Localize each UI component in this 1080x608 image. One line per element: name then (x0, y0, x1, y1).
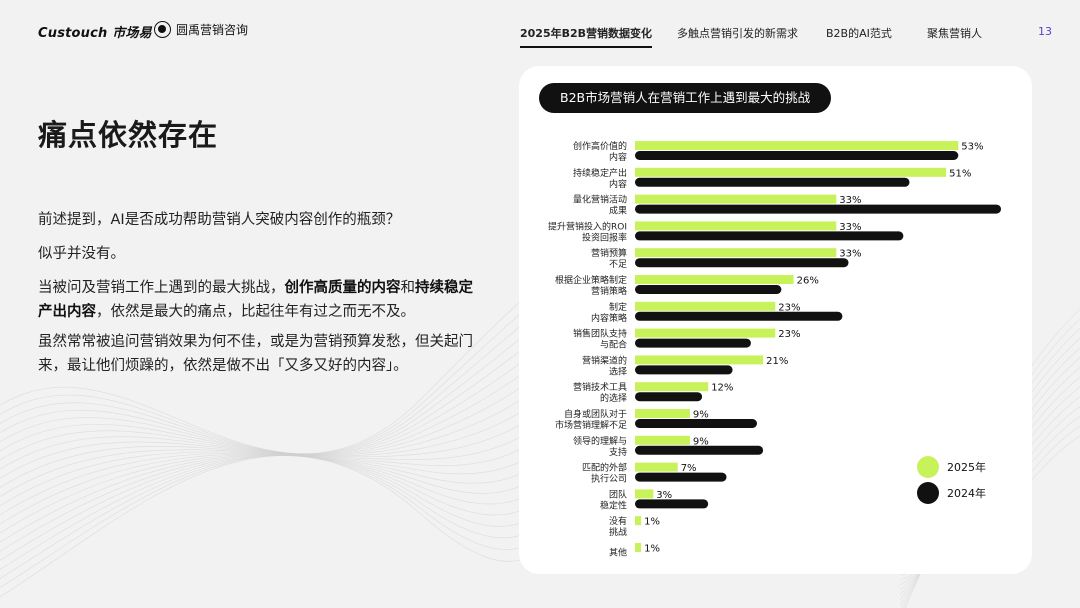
data-label-2025: 9% (693, 410, 709, 421)
category-label: 匹配的外部执行公司 (582, 462, 627, 485)
bar-2024 (635, 285, 782, 294)
paragraph-challenge-text-a: 当被问及营销工作上遇到的最大挑战， (38, 280, 285, 296)
bar-2024 (635, 445, 764, 455)
brand-logo: Custouch 市场易 (38, 26, 152, 41)
legend-item-2025: 2025年 (917, 454, 986, 480)
bar-2024 (635, 472, 727, 482)
legend-label-2024: 2024年 (947, 487, 986, 500)
category-label: 营销技术工具的选择 (573, 381, 627, 404)
category-label: 创作高价值的内容 (573, 140, 627, 163)
bar-2025 (635, 516, 642, 526)
bar-2025 (635, 355, 764, 365)
bar-2025 (635, 221, 837, 231)
legend-item-2024: 2024年 (917, 480, 986, 506)
data-label-2025: 33% (839, 222, 861, 233)
bar-2025 (635, 543, 642, 552)
chart-legend: 2025年 2024年 (917, 454, 986, 506)
bar-2025 (635, 435, 690, 445)
data-label-2025: 9% (693, 436, 709, 447)
bar-2025 (635, 462, 678, 472)
category-label: 营销预算不足 (591, 247, 627, 270)
tab-multi-touchpoint[interactable]: 多触点营销引发的新需求 (677, 27, 798, 40)
bar-2024 (635, 231, 904, 241)
bar-2025 (635, 301, 776, 311)
chart-title: B2B市场营销人在营销工作上遇到最大的挑战 (539, 83, 832, 113)
bar-2025 (635, 275, 794, 284)
bar-2024 (635, 392, 703, 402)
legend-swatch-2024 (917, 482, 939, 504)
tab-b2b-data-changes[interactable]: 2025年B2B营销数据变化 (520, 25, 653, 48)
data-label-2025: 23% (778, 302, 800, 313)
paragraph-challenge-text-c: 和 (400, 280, 416, 296)
bar-chart: 53% 创作高价值的内容 51% 持续稳定产出内容 33% 量化营销活动成果 33% 提升营销… (548, 140, 1001, 559)
category-label: 没有挑战 (609, 515, 627, 538)
data-label-2025: 26% (797, 276, 819, 287)
legend-label-2025: 2025年 (947, 461, 986, 474)
category-label: 持续稳定产出内容 (573, 167, 627, 190)
bar-2024 (635, 258, 849, 268)
bar-2024 (635, 204, 1001, 214)
paragraph-answer: 似乎并没有。 (38, 246, 125, 262)
category-label: 销售团队支持与配合 (573, 328, 627, 351)
bar-2025 (635, 489, 654, 499)
bar-2025 (635, 248, 837, 258)
bar-2024 (635, 419, 757, 428)
category-label: 其他 (609, 547, 627, 559)
bar-2024 (635, 338, 751, 348)
highlight-continuous-output: 持续稳定产出内容 (38, 280, 473, 320)
page-title: 痛点依然存在 (38, 118, 219, 152)
bar-2024 (635, 499, 709, 509)
data-label-2025: 1% (644, 544, 660, 555)
category-label: 制定内容策略 (591, 301, 627, 324)
category-label: 领导的理解与支持 (573, 435, 627, 458)
bar-2025 (635, 328, 776, 338)
tab-b2b-ai-paradigm[interactable]: B2B的AI范式 (826, 27, 892, 40)
bar-2025 (635, 409, 690, 418)
bar-2024 (635, 311, 843, 321)
top-bar: Custouch 市场易 圆禹营销咨询 2025年B2B营销数据变化 多触点营销… (0, 0, 1080, 60)
data-label-2025: 1% (644, 517, 660, 528)
data-label-2025: 23% (778, 329, 800, 340)
bar-2025 (635, 141, 959, 150)
bar-2025 (635, 382, 709, 392)
bar-2025 (635, 167, 947, 177)
paragraph-intro: 前述提到，AI是否成功帮助营销人突破内容创作的瓶颈？ (38, 212, 401, 228)
data-label-2025: 53% (961, 142, 983, 153)
tab-focus-marketers[interactable]: 聚焦营销人 (927, 27, 982, 40)
partner-name: 圆禹营销咨询 (176, 23, 249, 37)
page-number: 13 (1038, 25, 1052, 38)
data-label-2025: 51% (949, 168, 971, 179)
category-label: 营销渠道的选择 (582, 354, 627, 377)
partner-logo: 圆禹营销咨询 (154, 21, 248, 38)
data-label-2025: 33% (839, 249, 861, 260)
category-label: 自身或团队对于市场营销理解不足 (555, 408, 627, 431)
partner-mark-icon (154, 21, 171, 38)
bar-2024 (635, 365, 733, 375)
paragraph-challenge-text-e: ，依然是最大的痛点，比起往年有过之而无不及。 (96, 304, 415, 320)
data-label-2025: 12% (711, 383, 733, 394)
bar-2024 (635, 177, 910, 187)
category-label: 提升营销投入的ROI 投资回报率 (548, 220, 627, 243)
data-label-2025: 21% (766, 356, 788, 367)
category-label: 根据企业策略制定营销策略 (555, 274, 627, 297)
data-label-2025: 7% (681, 463, 697, 474)
highlight-high-quality-content: 创作高质量的内容 (284, 280, 401, 296)
bar-2025 (635, 194, 837, 204)
bar-2024 (635, 151, 959, 160)
data-label-2025: 3% (656, 490, 672, 501)
legend-swatch-2025 (917, 456, 939, 478)
category-label: 量化营销活动成果 (573, 194, 627, 217)
paragraph-conclusion: 虽然常常被追问营销效果为何不佳，或是为营销预算发愁，但关起门来，最让他们烦躁的，… (38, 334, 473, 374)
data-label-2025: 33% (839, 195, 861, 206)
chart-card: B2B市场营销人在营销工作上遇到最大的挑战 53% 创作高价值的内容 51% 持续稳定… (519, 66, 1032, 574)
category-label: 团队稳定性 (600, 488, 627, 511)
paragraph-challenge: 当被问及营销工作上遇到的最大挑战，创作高质量的内容和持续稳定产出内容，依然是最大… (38, 276, 483, 324)
